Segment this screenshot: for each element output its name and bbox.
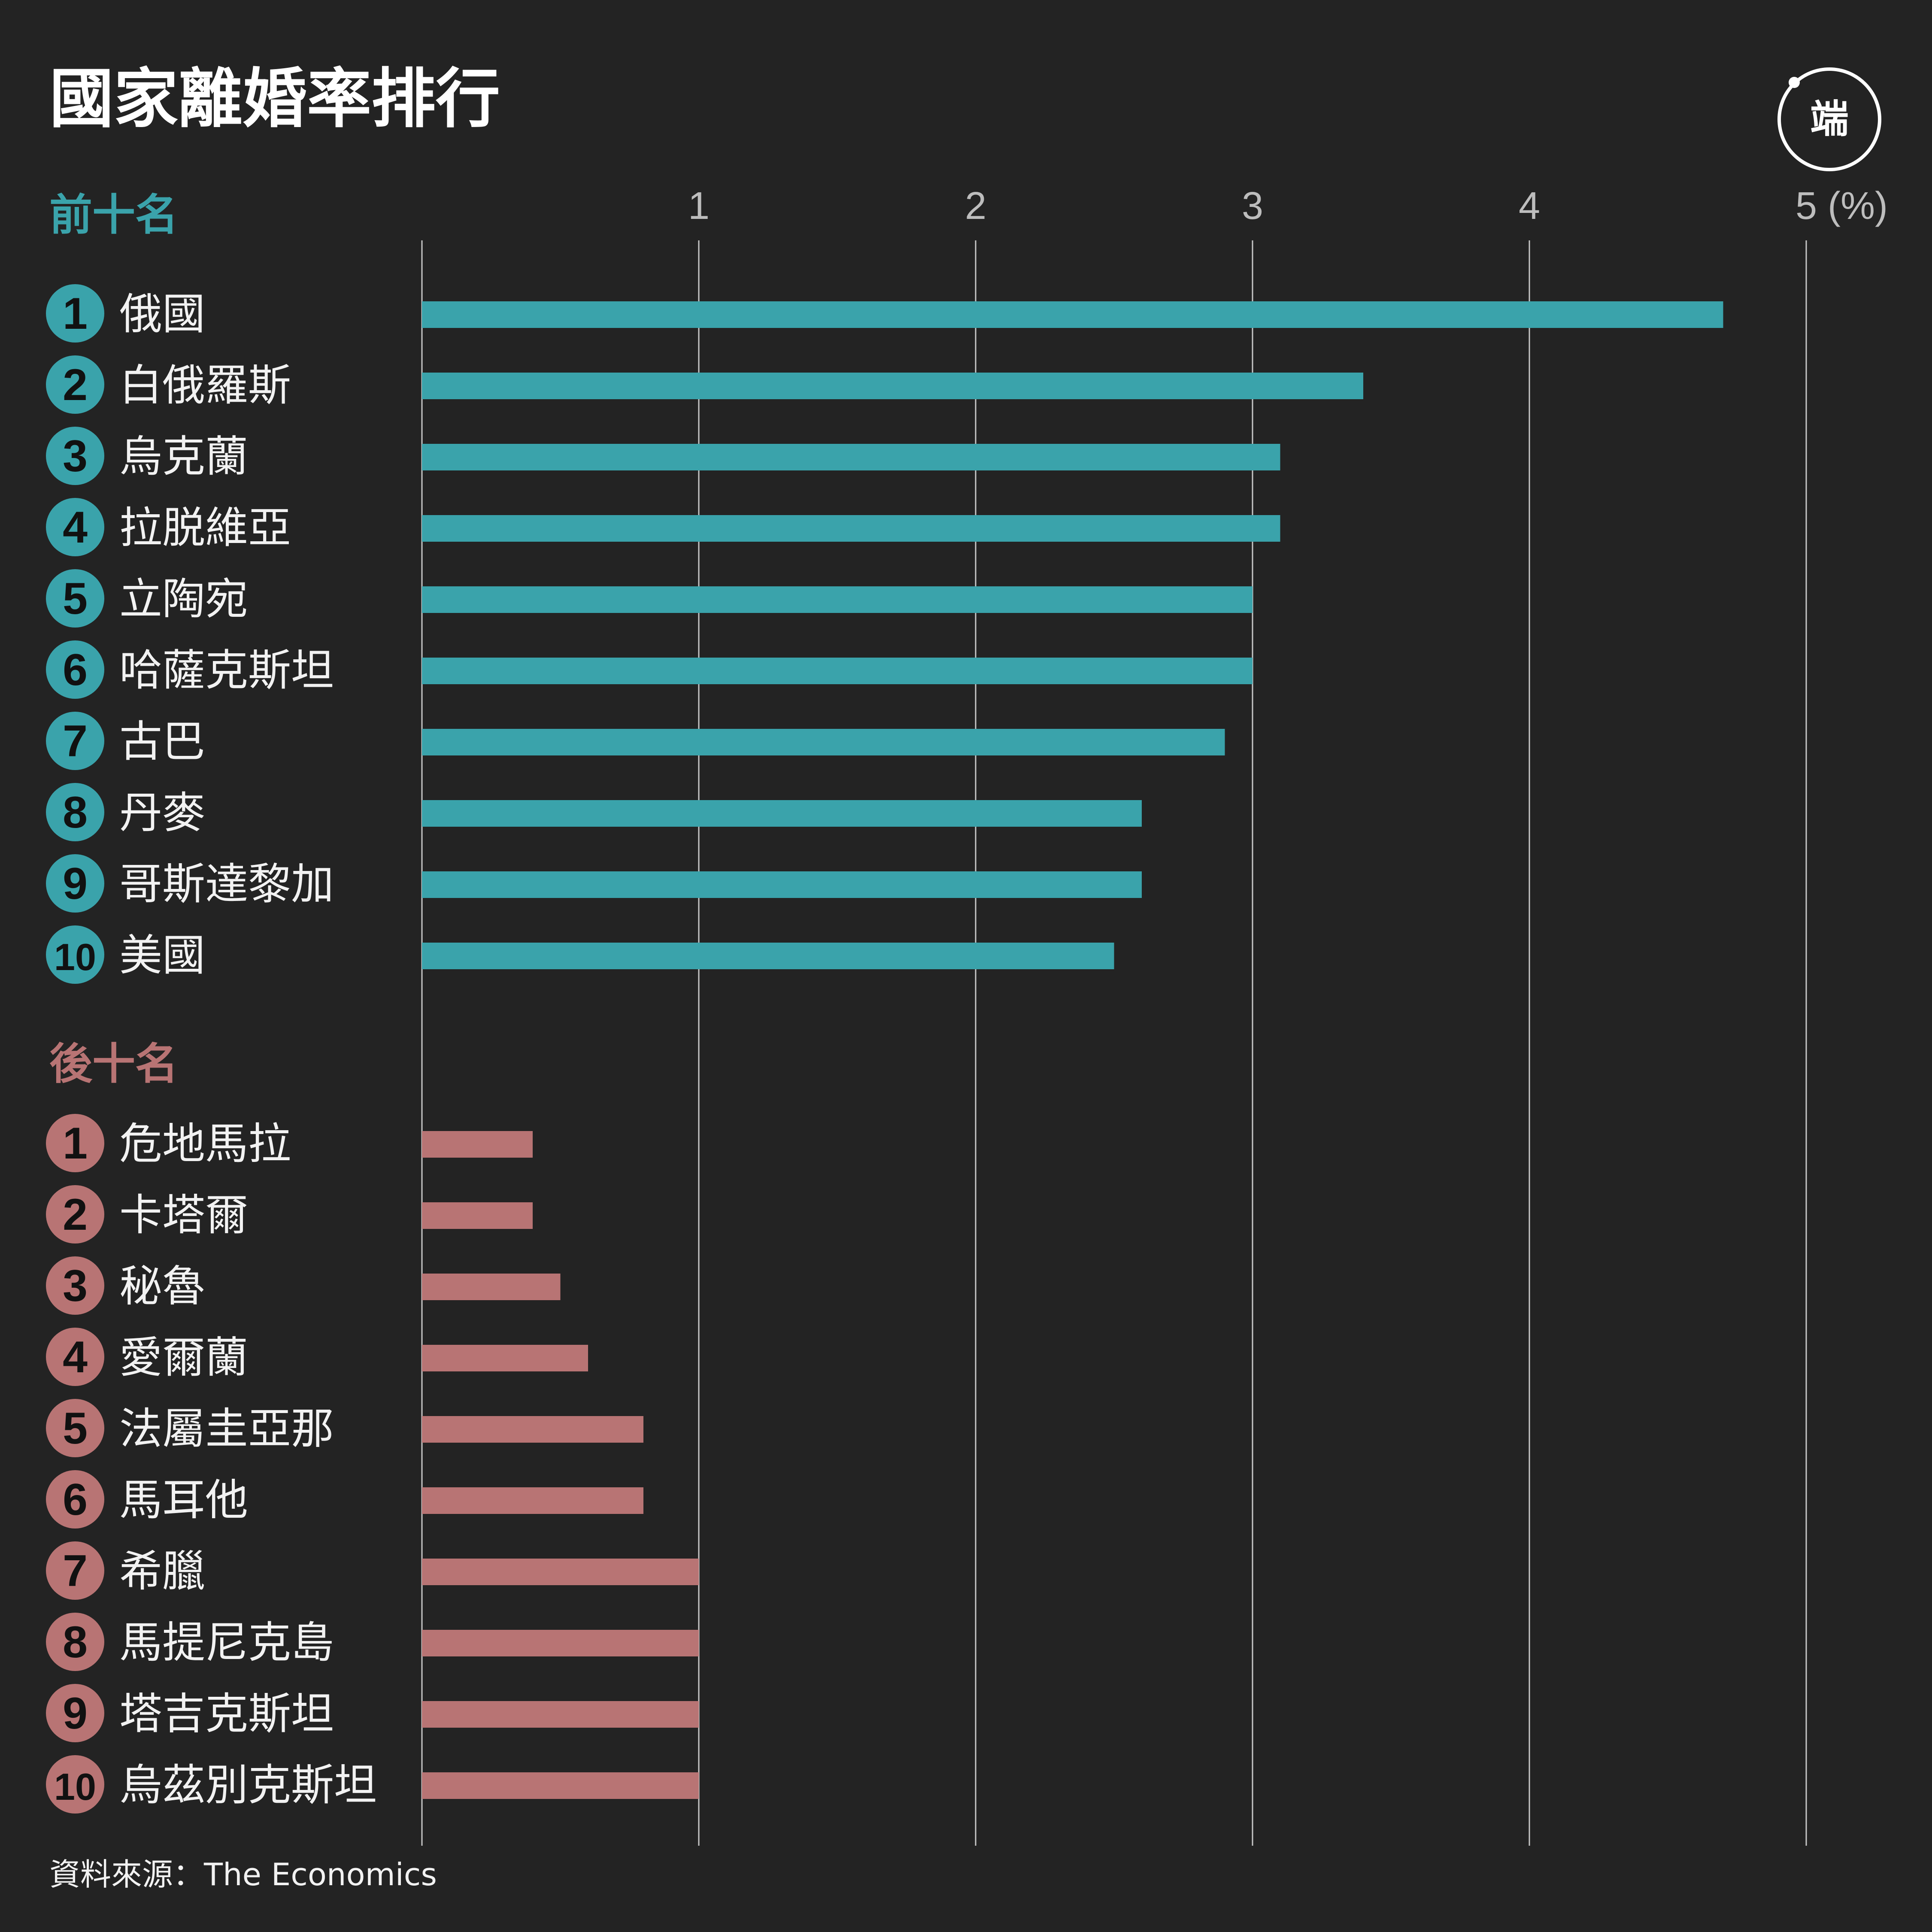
category-label: 烏茲別克斯坦 xyxy=(119,1760,377,1810)
category-label: 馬耳他 xyxy=(119,1475,248,1525)
rank-number: 5 xyxy=(63,1404,88,1453)
rank-badge xyxy=(46,1328,104,1386)
category-label: 卡塔爾 xyxy=(119,1190,248,1240)
rank-badge xyxy=(46,1613,104,1671)
bar-bottom-3 xyxy=(422,1274,561,1300)
rank-number: 9 xyxy=(63,1689,88,1738)
bar-bottom-10 xyxy=(422,1772,699,1799)
rank-badge xyxy=(46,1684,104,1742)
logo: 端 xyxy=(1777,67,1881,171)
rank-number: 4 xyxy=(63,503,88,552)
rank-number: 3 xyxy=(63,1261,88,1311)
bar-bottom-5 xyxy=(422,1416,643,1443)
rank-number: 4 xyxy=(63,1332,88,1382)
rank-badge xyxy=(46,712,104,770)
rank-number: 7 xyxy=(63,1546,88,1596)
category-label: 危地馬拉 xyxy=(119,1119,291,1169)
bar-bottom-9 xyxy=(422,1701,699,1728)
rank-badge xyxy=(46,640,104,699)
bar-top-1 xyxy=(422,301,1723,328)
rank-badge xyxy=(46,427,104,485)
category-label: 哈薩克斯坦 xyxy=(119,645,334,695)
rank-badge xyxy=(46,284,104,343)
x-axis-ticks: 1 2 3 4 5 (%) xyxy=(688,185,1888,227)
bar-top-4 xyxy=(422,515,1280,542)
category-label: 美國 xyxy=(119,930,205,980)
category-label: 秘魯 xyxy=(119,1261,205,1311)
rank-number: 1 xyxy=(63,289,88,339)
bar-top-3 xyxy=(422,444,1280,470)
category-label: 丹麥 xyxy=(119,788,205,838)
bar-top-8 xyxy=(422,800,1142,827)
rank-badge xyxy=(46,1114,104,1172)
section-title-bottom: 後十名 xyxy=(49,1039,178,1089)
logo-circle xyxy=(1777,67,1881,171)
rank-badge xyxy=(46,1399,104,1457)
rank-badge xyxy=(46,1256,104,1315)
bar-top-9 xyxy=(422,871,1142,898)
rank-number: 5 xyxy=(63,574,88,624)
category-label: 白俄羅斯 xyxy=(119,360,291,410)
rank-number: 2 xyxy=(63,360,88,410)
logo-dot xyxy=(1789,77,1800,88)
rank-number: 9 xyxy=(63,859,88,909)
bar-bottom-2 xyxy=(422,1202,533,1229)
x-tick-label: 4 xyxy=(1519,185,1540,227)
bar-top-6 xyxy=(422,658,1253,684)
bar-top-10 xyxy=(422,943,1114,969)
category-label: 古巴 xyxy=(119,716,205,767)
category-label: 法屬圭亞那 xyxy=(119,1404,334,1454)
category-label: 拉脱維亞 xyxy=(119,503,291,553)
rank-number: 6 xyxy=(63,645,88,695)
rank-badge xyxy=(46,1755,104,1814)
bar-bottom-4 xyxy=(422,1345,588,1371)
category-label: 愛爾蘭 xyxy=(119,1332,248,1383)
section-title-top: 前十名 xyxy=(49,190,178,240)
rank-badge xyxy=(46,854,104,913)
bar-bottom-7 xyxy=(422,1559,699,1585)
rank-number: 10 xyxy=(54,1765,96,1808)
rank-number: 8 xyxy=(63,1617,88,1667)
category-label: 立陶宛 xyxy=(119,574,248,624)
rank-badge xyxy=(46,783,104,841)
rank-number: 1 xyxy=(63,1119,88,1168)
bar-bottom-1 xyxy=(422,1131,533,1158)
rank-badge xyxy=(46,1185,104,1244)
bar-top-5 xyxy=(422,586,1253,613)
rank-number: 2 xyxy=(63,1190,88,1240)
rank-badge xyxy=(46,569,104,628)
rank-badge xyxy=(46,498,104,556)
category-label: 烏克蘭 xyxy=(119,431,248,482)
row-labels: 1 俄國 2 白俄羅斯 3 烏克蘭 4 拉脱維亞 5 立陶宛 6 哈薩克斯坦 7 古巴 8 丹麥 9 哥斯達黎加 1… xyxy=(46,284,377,1814)
category-label: 俄國 xyxy=(119,289,205,339)
grid-layer xyxy=(421,240,1807,1846)
rank-badge xyxy=(46,1470,104,1529)
x-tick-label: 3 xyxy=(1242,185,1263,227)
x-tick-label: 1 xyxy=(688,185,710,227)
category-label: 希臘 xyxy=(119,1546,205,1596)
source-note: 資料來源：The Economics xyxy=(49,1856,437,1893)
rank-number: 6 xyxy=(63,1475,88,1525)
category-label: 塔吉克斯坦 xyxy=(119,1689,334,1739)
rank-number: 7 xyxy=(63,716,88,766)
bar-layer xyxy=(422,301,1723,1799)
chart-title: 國家離婚率排行 xyxy=(49,62,500,136)
bar-bottom-8 xyxy=(422,1630,699,1656)
rank-number: 8 xyxy=(63,788,88,837)
logo-text: 端 xyxy=(1810,97,1849,142)
rank-badge xyxy=(46,355,104,414)
bar-bottom-6 xyxy=(422,1487,643,1514)
bar-top-7 xyxy=(422,729,1225,755)
bar-top-2 xyxy=(422,373,1363,399)
x-tick-label: 2 xyxy=(965,185,986,227)
category-label: 馬提尼克島 xyxy=(119,1617,334,1668)
x-tick-label: 5 (%) xyxy=(1796,185,1888,227)
rank-badge xyxy=(46,925,104,984)
category-label: 哥斯達黎加 xyxy=(119,859,334,909)
rank-number: 3 xyxy=(63,431,88,481)
rank-badge xyxy=(46,1541,104,1600)
rank-number: 10 xyxy=(54,936,96,978)
